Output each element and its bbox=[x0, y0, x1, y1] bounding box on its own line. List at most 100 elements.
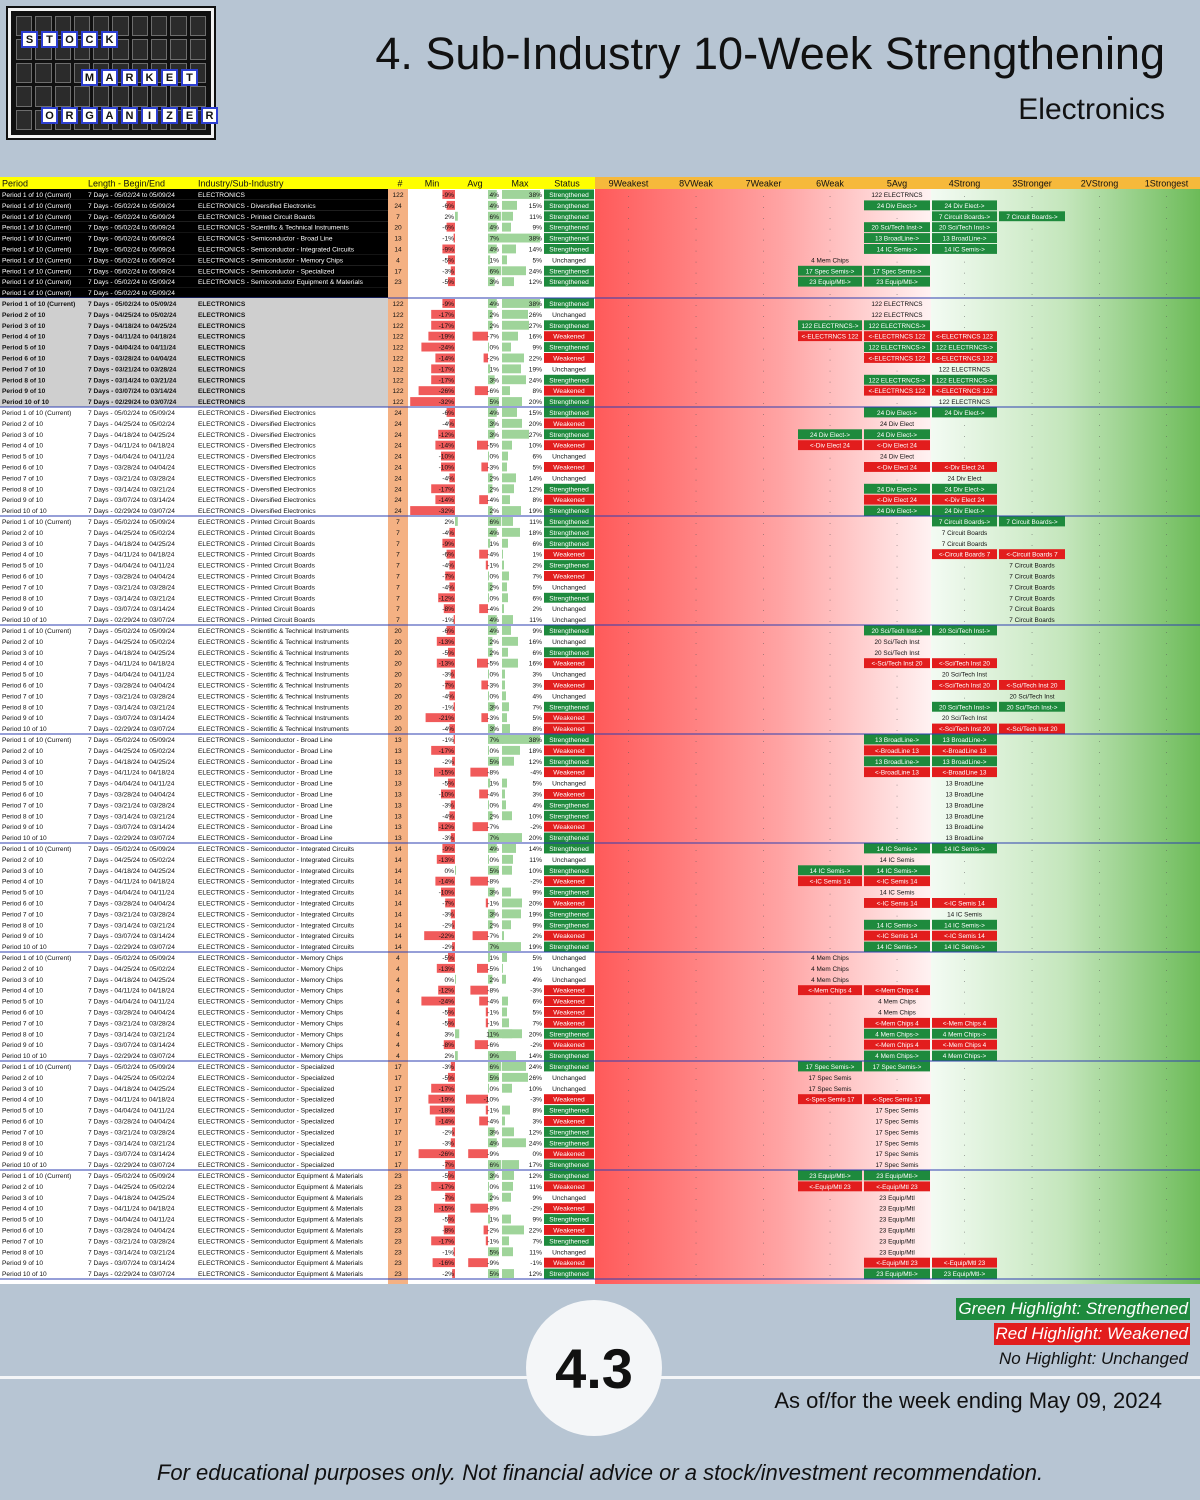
bin-dot: . bbox=[1031, 966, 1033, 973]
length-cell: 7 Days - 03/14/24 to 03/21/24 bbox=[88, 1140, 175, 1147]
bin-dot: . bbox=[1099, 955, 1101, 962]
bin-cell: 23 Equip/Mtl bbox=[879, 1228, 915, 1235]
min-value: -8% bbox=[442, 1228, 454, 1235]
status-cell: Strengthened bbox=[549, 268, 589, 275]
bin-dot: . bbox=[763, 454, 765, 461]
status-cell: Weakened bbox=[553, 1097, 585, 1104]
count-cell: 7 bbox=[396, 595, 400, 602]
max-bar bbox=[502, 331, 518, 341]
avg-value: 4% bbox=[489, 301, 499, 308]
bin-dot: . bbox=[628, 759, 630, 766]
bin-dot: . bbox=[1031, 1075, 1033, 1082]
industry-cell: ELECTRONICS - Semiconductor - Broad Line bbox=[198, 737, 333, 744]
bin-dot: . bbox=[1166, 1162, 1168, 1169]
avg-value: 3% bbox=[489, 704, 499, 711]
bin-dot: . bbox=[695, 1053, 697, 1060]
min-value: -3% bbox=[442, 1064, 454, 1071]
status-cell: Strengthened bbox=[549, 214, 589, 221]
bin-dot: . bbox=[1031, 857, 1033, 864]
max-value: 24% bbox=[529, 1140, 542, 1147]
max-bar bbox=[502, 1105, 510, 1115]
status-cell: Weakened bbox=[553, 988, 585, 995]
bin-dot: . bbox=[1166, 475, 1168, 482]
length-cell: 7 Days - 03/14/24 to 03/21/24 bbox=[88, 595, 175, 602]
bin-dot: . bbox=[695, 1195, 697, 1202]
status-cell: Strengthened bbox=[549, 247, 589, 254]
max-bar bbox=[502, 375, 526, 385]
bin-dot: . bbox=[1166, 977, 1168, 984]
min-value: -5% bbox=[442, 650, 454, 657]
max-bar bbox=[502, 549, 503, 559]
bin-cell: <-Div Elect 24 bbox=[877, 497, 917, 504]
avg-value: -3% bbox=[487, 465, 499, 472]
period-cell: Period 2 of 10 bbox=[2, 966, 43, 973]
period-cell: Period 6 of 10 bbox=[2, 683, 43, 690]
status-bg bbox=[544, 233, 594, 243]
bin-dot: . bbox=[1166, 443, 1168, 450]
bin-dot: . bbox=[1031, 911, 1033, 918]
avg-value: 4% bbox=[489, 225, 499, 232]
bin-dot: . bbox=[628, 683, 630, 690]
bin-dot: . bbox=[1166, 268, 1168, 275]
bin-dot: . bbox=[1166, 955, 1168, 962]
bin-dot: . bbox=[964, 1129, 966, 1136]
bin-dot: . bbox=[628, 192, 630, 199]
status-cell: Unchanged bbox=[552, 1195, 586, 1202]
length-cell: 7 Days - 04/04/24 to 04/11/24 bbox=[88, 781, 175, 788]
length-cell: 7 Days - 03/14/24 to 03/21/24 bbox=[88, 813, 175, 820]
bin-dot: . bbox=[628, 628, 630, 635]
bin-dot: . bbox=[964, 1217, 966, 1224]
avg-bar bbox=[488, 1160, 502, 1169]
bin-dot: . bbox=[763, 1151, 765, 1158]
industry-cell: ELECTRONICS bbox=[198, 388, 246, 395]
bin-dot: . bbox=[695, 377, 697, 384]
bin-dot: . bbox=[763, 1097, 765, 1104]
max-value: 5% bbox=[532, 715, 542, 722]
max-bar bbox=[502, 190, 540, 199]
bin-dot: . bbox=[1099, 901, 1101, 908]
bin-dot: . bbox=[1031, 1010, 1033, 1017]
bin-dot: . bbox=[628, 475, 630, 482]
bin-cell-bg bbox=[798, 1170, 862, 1181]
bin-cell: 24 Div Elect bbox=[947, 475, 981, 482]
period-cell: Period 9 of 10 bbox=[2, 824, 43, 831]
industry-cell: ELECTRONICS - Semiconductor - Broad Line bbox=[198, 748, 333, 755]
bin-dot: . bbox=[964, 650, 966, 657]
bin-dot: . bbox=[695, 1162, 697, 1169]
min-bar bbox=[446, 222, 455, 232]
bin-dot: . bbox=[964, 1228, 966, 1235]
max-bar bbox=[502, 593, 508, 603]
bin-dot: . bbox=[829, 192, 831, 199]
avg-value: 6% bbox=[489, 519, 499, 526]
count-cell: 7 bbox=[396, 563, 400, 570]
bin-dot: . bbox=[695, 1260, 697, 1267]
bin-cell: <-ELECTRNCS 122 bbox=[936, 388, 993, 395]
bin-cell-bg bbox=[864, 200, 930, 211]
bin-dot: . bbox=[1099, 1129, 1101, 1136]
bin-cell-bg bbox=[798, 320, 862, 331]
max-bar bbox=[502, 887, 511, 897]
period-cell: Period 10 of 10 bbox=[2, 399, 49, 406]
bin-dot: . bbox=[628, 247, 630, 254]
status-bg bbox=[544, 276, 594, 287]
bin-cell: 14 IC Semis-> bbox=[877, 868, 918, 875]
max-value: 9% bbox=[532, 345, 542, 352]
min-value: -12% bbox=[439, 988, 455, 995]
bin-cell: 17 Spec Semis bbox=[876, 1129, 919, 1136]
avg-value: 1% bbox=[489, 1217, 499, 1224]
min-bar bbox=[435, 353, 455, 363]
bin-dot: . bbox=[1166, 334, 1168, 341]
bin-dot: . bbox=[964, 617, 966, 624]
length-cell: 7 Days - 05/02/24 to 05/09/24 bbox=[88, 519, 175, 526]
bin-cell: 7 Circuit Boards bbox=[1009, 617, 1054, 624]
bin-dot: . bbox=[763, 857, 765, 864]
period-cell: Period 5 of 10 bbox=[2, 345, 46, 352]
count-cell: 122 bbox=[392, 399, 403, 406]
bin-dot: . bbox=[628, 922, 630, 929]
bin-dot: . bbox=[1031, 388, 1033, 395]
status-cell: Weakened bbox=[553, 1184, 585, 1191]
min-value: 2% bbox=[444, 519, 454, 526]
status-cell: Weakened bbox=[553, 1010, 585, 1017]
bin-dot: . bbox=[1031, 879, 1033, 886]
bin-dot: . bbox=[695, 475, 697, 482]
